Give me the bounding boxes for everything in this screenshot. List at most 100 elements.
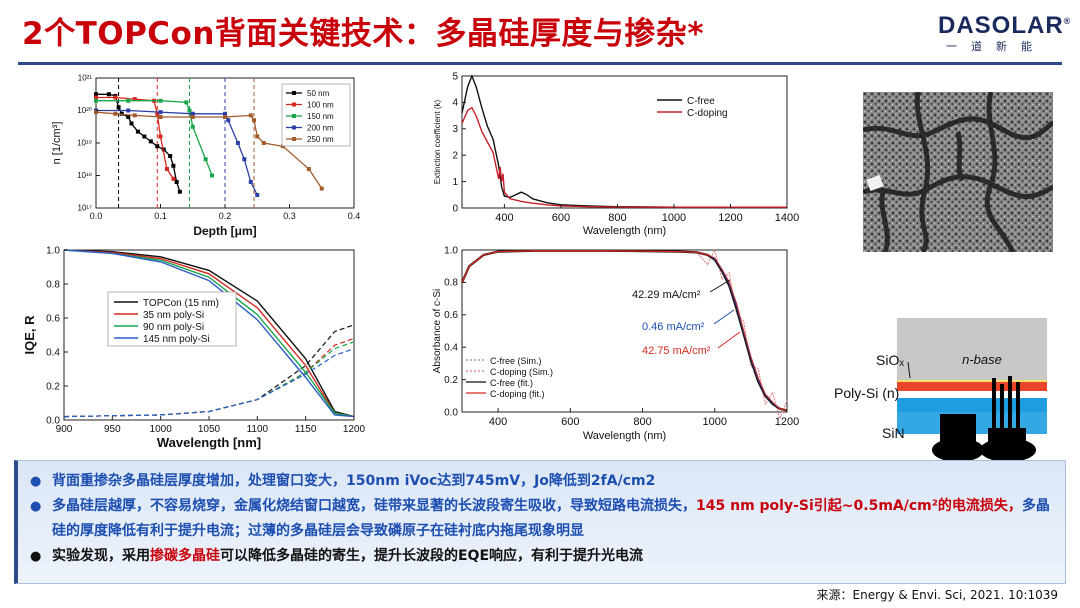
- series-marker: [132, 113, 137, 118]
- series-marker: [158, 115, 163, 119]
- extinction-chart: 400 600 800 1000 1200 1400 0 1 2 3 4 5 Wavelength (n…: [432, 70, 802, 240]
- y-tick-label: 2: [452, 151, 458, 162]
- reflectance-line: [63, 337, 355, 418]
- x-tick-label: 800: [633, 416, 651, 428]
- x-tick-label: 1000: [150, 424, 173, 435]
- series-marker: [226, 118, 231, 123]
- series-marker: [94, 92, 98, 97]
- note-item: ● 背面重掺杂多晶硅层厚度增加，处理窗口变大，150nm iVoc达到745mV，…: [30, 469, 1055, 494]
- x-tick-label: 1150: [295, 424, 317, 435]
- x-tick-label: 0.1: [154, 211, 167, 221]
- siox-pointer: [907, 361, 911, 379]
- x-tick-label: 0.4: [348, 211, 361, 221]
- series-line: [461, 250, 788, 412]
- series-marker: [158, 134, 163, 139]
- annotation-arrow: [717, 331, 741, 349]
- series-marker: [190, 111, 195, 116]
- x-axis-label: Wavelength (nm): [583, 225, 666, 237]
- y-axis-label: n [1/cm³]: [51, 122, 63, 165]
- series-line: [96, 96, 174, 180]
- right-contact-spike: [992, 378, 996, 438]
- absorbance-svg: 400 600 800 1000 1200 0.0 0.2 0.4 0.6 0.8 1.0 Wavel…: [432, 245, 799, 442]
- series-marker: [248, 180, 253, 184]
- y-tick-label: 0.6: [444, 310, 458, 321]
- series-marker: [187, 108, 192, 113]
- series-marker: [158, 110, 163, 115]
- sin-layer: [897, 398, 1047, 412]
- legend-label: C-doping: [687, 108, 728, 119]
- series-marker: [210, 173, 215, 178]
- iqe-line: [63, 249, 355, 418]
- y-tick-label: 0.0: [46, 415, 60, 426]
- y-tick-label: 0.2: [444, 375, 458, 386]
- poly-si-label: Poly-Si (n): [834, 385, 899, 401]
- series-marker: [248, 113, 253, 118]
- series-marker: [116, 105, 121, 110]
- series-marker: [306, 167, 311, 171]
- legend-box: [107, 291, 237, 347]
- iqe-svg: 900 950 1000 1050 1100 1150 1200 0.0 0.2 0.4 0.6 0.…: [22, 245, 366, 450]
- x-axis-label: Depth [μm]: [193, 224, 256, 238]
- series-marker: [184, 100, 189, 105]
- x-tick-label: 0.0: [90, 211, 103, 221]
- legend-marker: [292, 125, 296, 130]
- plot-frame: [461, 75, 788, 209]
- series-marker: [319, 186, 324, 191]
- annotation-label: 42.75 mA/cm²: [642, 345, 711, 357]
- series-marker: [126, 115, 131, 119]
- legend-label: 200 nm: [307, 124, 334, 133]
- series-marker: [113, 95, 118, 100]
- legend-label: 100 nm: [307, 101, 334, 110]
- series-marker: [223, 115, 227, 119]
- legend-marker: [292, 91, 296, 95]
- series-marker: [223, 111, 227, 116]
- series-marker: [252, 118, 257, 123]
- series-marker: [161, 147, 166, 152]
- x-tick-label: 1200: [343, 424, 366, 435]
- cross-section-svg: n-base SiOₓ Poly-Si (n) SiN: [834, 318, 1047, 462]
- left-contact-bulb: [932, 438, 984, 462]
- series-marker: [126, 108, 131, 113]
- siox-layer: [897, 380, 1047, 382]
- series-marker: [94, 95, 98, 100]
- extinction-svg: 400 600 800 1000 1200 1400 0 1 2 3 4 5 Wavelength (n…: [433, 71, 799, 237]
- note-item: ● 多晶硅层越厚，不容易烧穿，金属化烧结窗口越宽，硅带来显著的长波段寄生吸收，导致…: [30, 494, 1055, 544]
- y-tick-label: 10¹⁸: [77, 171, 92, 180]
- series-marker: [242, 157, 247, 162]
- cell-cross-section: n-base SiOₓ Poly-Si (n) SiN: [832, 318, 1072, 463]
- y-tick-label: 10¹⁹: [77, 139, 92, 148]
- y-tick-label: 10²⁰: [77, 106, 92, 115]
- y-tick-label: 0.2: [46, 381, 60, 392]
- note-text-run: 可以降低多晶硅的寄生，提升长波段的EQE响应，有利于提升光电流: [220, 548, 644, 564]
- series-marker: [142, 134, 147, 139]
- y-tick-label: 3: [452, 124, 458, 135]
- x-tick-label: 950: [104, 424, 121, 435]
- y-tick-label: 4: [452, 98, 458, 109]
- right-contact-spike: [1000, 384, 1004, 438]
- series-marker: [203, 157, 208, 162]
- x-tick-label: 0.3: [283, 211, 296, 221]
- series-marker: [255, 193, 260, 197]
- y-tick-label: 0.6: [46, 313, 60, 324]
- series-marker: [158, 98, 163, 103]
- x-tick-label: 600: [552, 212, 570, 224]
- series-marker: [177, 189, 182, 194]
- x-tick-label: 1000: [703, 416, 727, 428]
- logo-wordmark: DASOLAR®: [938, 12, 1072, 39]
- y-tick-label: 0: [452, 203, 458, 214]
- n-base-label: n-base: [962, 352, 1002, 367]
- y-tick-label: 0.4: [46, 347, 60, 358]
- right-contact-spike: [1016, 382, 1020, 438]
- series-marker: [164, 167, 169, 171]
- note-text-run: 多晶硅层越厚，不容易烧穿，金属化烧结窗口越宽，硅带来显著的长波段寄生吸收，导致短…: [52, 498, 696, 514]
- series-marker: [148, 139, 153, 144]
- y-axis-label: Absorbance of c-Si: [432, 289, 443, 374]
- x-tick-label: 1200: [775, 416, 799, 428]
- note-text-run: 背面重掺杂多晶硅层厚度增加，处理窗口变大，150nm iVoc达到745mV，J…: [52, 473, 656, 489]
- note-bullet: ●: [30, 499, 42, 514]
- depth-profile-svg: 0.0 0.1 0.2 0.3 0.4 10¹⁷ 10¹⁸ 10¹⁹ 10²⁰ 10²¹ Depth…: [51, 74, 361, 238]
- x-tick-label: 400: [495, 212, 513, 224]
- series-marker: [171, 163, 176, 168]
- note-bullet: ●: [30, 549, 42, 564]
- series-marker: [155, 111, 160, 116]
